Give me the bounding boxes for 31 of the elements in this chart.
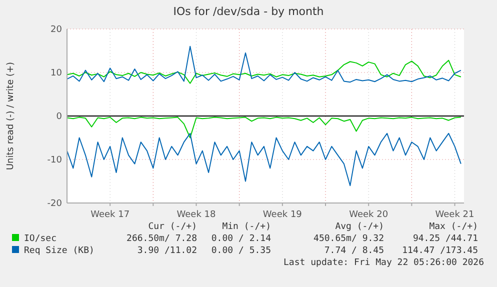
x-tick-label: Week 19	[262, 210, 302, 220]
text: 266.50m/ 7.28	[126, 234, 197, 244]
legend-label: IO/sec	[24, 234, 57, 244]
y-axis-title: Units read (-) / write (+)	[6, 62, 16, 170]
x-tick-label: Week 21	[435, 210, 474, 220]
y-tick-label: -20	[47, 199, 62, 210]
text: Min (-/+)	[222, 222, 271, 232]
text: 450.65m/ 9.32	[314, 234, 384, 244]
text: 7.74 / 8.45	[324, 246, 384, 256]
x-tick-label: Week 18	[176, 210, 216, 220]
text: 3.90 /11.02	[137, 246, 197, 256]
text: Last update: Fri May 22 05:26:00 2026	[284, 258, 484, 268]
text: 0.00 / 2.14	[211, 234, 271, 244]
y-tick-label: 10	[50, 68, 62, 79]
x-tick-label: Week 20	[349, 210, 388, 220]
text: Avg (-/+)	[335, 222, 384, 232]
text: 0.00 / 5.35	[211, 246, 271, 256]
text: 114.47 /173.45	[402, 246, 478, 256]
line-series	[66, 60, 462, 84]
text: 94.25 /44.71	[412, 234, 478, 244]
line-series	[66, 46, 462, 83]
text: Cur (-/+)	[148, 222, 197, 232]
line-series	[66, 116, 462, 138]
y-tick-label: 0	[56, 112, 62, 122]
y-tick-label: 20	[50, 25, 62, 36]
line-series	[66, 132, 462, 186]
y-tick-label: -10	[47, 156, 62, 166]
legend-label: Req Size (KB)	[24, 246, 94, 256]
text: Max (-/+)	[429, 222, 478, 232]
chart-title: IOs for /dev/sda - by month	[173, 5, 324, 18]
x-tick-label: Week 17	[90, 210, 130, 220]
